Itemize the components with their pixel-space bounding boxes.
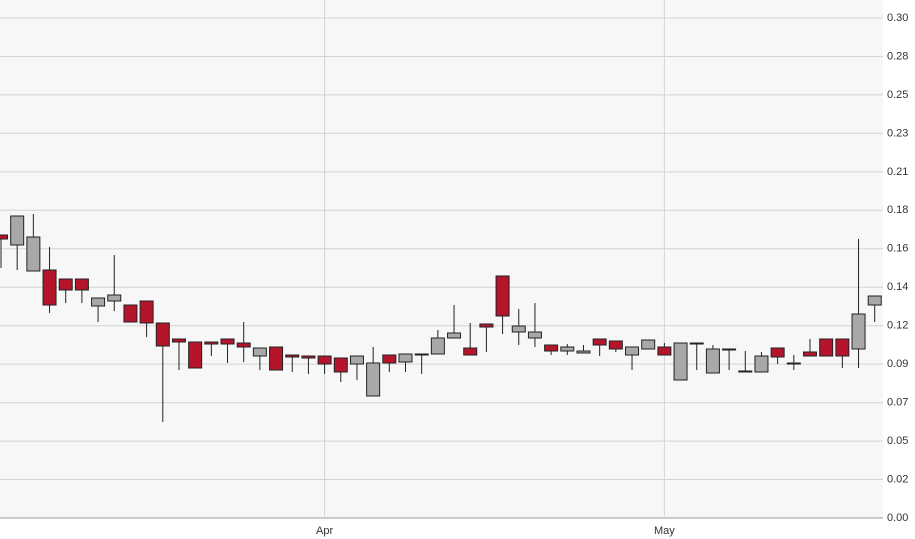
candle-body — [770, 347, 785, 358]
candle-body — [641, 339, 656, 350]
y-tick-label: 0.07 — [887, 397, 908, 409]
candle-body — [220, 338, 235, 345]
candle-body — [754, 355, 769, 373]
candle-body — [835, 338, 850, 357]
candle-body — [139, 300, 154, 324]
candle-body — [560, 346, 575, 352]
y-tick-label: 0.16 — [887, 243, 908, 255]
y-tick-label: 0.00 — [887, 512, 908, 524]
candle-body — [673, 342, 688, 381]
candle-body — [786, 362, 801, 365]
candle-body — [414, 353, 429, 356]
candle-body — [657, 346, 672, 356]
candle-body — [0, 234, 8, 240]
y-tick-label: 0.21 — [887, 166, 908, 178]
y-tick-label: 0.30 — [887, 12, 908, 24]
candle-body — [188, 341, 203, 369]
candle-body — [463, 347, 478, 356]
candle-body — [819, 338, 834, 357]
candle-body — [511, 325, 526, 333]
candle-body — [722, 348, 737, 351]
candle-body — [349, 355, 364, 365]
candle-body — [236, 342, 251, 348]
y-tick-label: 0.28 — [887, 50, 908, 62]
candle-body — [269, 346, 284, 371]
x-tick-label: May — [654, 525, 675, 537]
candle-body — [91, 297, 106, 307]
candle-body — [333, 357, 348, 373]
candle-body — [527, 331, 542, 339]
y-tick-label: 0.02 — [887, 473, 908, 485]
candle-body — [171, 338, 186, 343]
candle-body — [382, 354, 397, 364]
candle-body — [705, 348, 720, 374]
plot-area — [0, 0, 883, 518]
candle-body — [366, 362, 381, 397]
candle-body — [42, 269, 57, 306]
candle-body — [495, 275, 510, 317]
candle-body — [10, 215, 25, 246]
candles — [0, 214, 882, 422]
candle-body — [544, 344, 559, 352]
candle-body — [74, 278, 89, 291]
x-tick-label: Apr — [316, 525, 333, 537]
y-tick-label: 0.12 — [887, 320, 908, 332]
labels: 0.00 0.02 0.05 0.07 0.09 0.12 0.14 0.16 0.18 0.21… — [316, 12, 908, 537]
y-tick-label: 0.25 — [887, 89, 908, 101]
candle-body — [803, 351, 817, 357]
candle-body — [738, 370, 753, 373]
candle-body — [447, 332, 462, 339]
candle-body — [26, 236, 41, 272]
candle-body — [252, 347, 267, 357]
candle-body — [398, 353, 413, 363]
candle-body — [608, 340, 623, 350]
y-tick-label: 0.09 — [887, 358, 908, 370]
candle-body — [204, 341, 219, 345]
y-tick-label: 0.23 — [887, 127, 908, 139]
candle-body — [58, 278, 73, 291]
candle-body — [851, 313, 866, 350]
candle-body — [301, 355, 316, 359]
candle-body — [867, 295, 882, 306]
y-tick-label: 0.05 — [887, 435, 908, 447]
candle-body — [123, 304, 138, 323]
candle-body — [155, 322, 170, 347]
grid — [0, 0, 883, 519]
candle-body — [285, 354, 300, 358]
candle-body — [317, 355, 332, 365]
y-tick-label: 0.14 — [887, 281, 908, 293]
candle-body — [430, 337, 445, 355]
candle-body — [107, 294, 122, 302]
candle-body — [592, 338, 607, 346]
candle-body — [576, 350, 591, 354]
candle-body — [479, 323, 494, 328]
candle-body — [625, 346, 640, 356]
y-tick-label: 0.18 — [887, 204, 908, 216]
candle-body — [689, 342, 704, 345]
